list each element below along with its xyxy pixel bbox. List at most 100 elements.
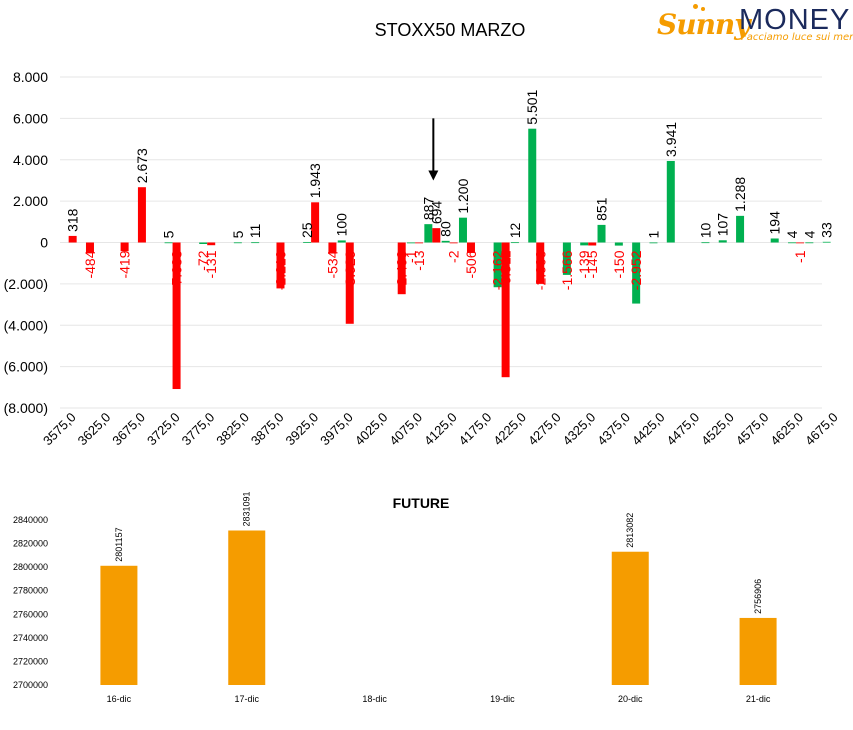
x-tick-label: 4225,0 — [490, 410, 529, 449]
bar — [233, 242, 242, 244]
arrow-head — [428, 170, 439, 181]
bar-value-label: 10 — [697, 223, 713, 239]
bar-value-label: 318 — [65, 208, 81, 232]
bar-value-label: -150 — [611, 250, 627, 278]
bar — [770, 238, 779, 243]
future-x-tick-label: 18-dic — [362, 694, 387, 704]
bar — [597, 224, 606, 243]
x-tick-label: 4525,0 — [698, 410, 737, 449]
x-tick-label: 4325,0 — [560, 410, 599, 449]
future-y-tick-label: 2720000 — [13, 656, 48, 666]
bar-value-label: -2.952 — [628, 250, 644, 290]
logo-sun-dot — [701, 7, 705, 11]
y-tick-label: 8.000 — [13, 69, 48, 85]
bar — [164, 242, 173, 244]
x-tick-label: 4375,0 — [594, 410, 633, 449]
future-y-tick-label: 2800000 — [13, 562, 48, 572]
future-bar-value-label: 2801157 — [114, 527, 124, 561]
bar-value-label: 25 — [299, 222, 315, 238]
x-tick-label: 4475,0 — [664, 410, 703, 449]
bar — [415, 242, 424, 244]
future-bar-value-label: 2831091 — [242, 491, 252, 526]
bar-value-label: 100 — [334, 213, 350, 237]
bar-value-label: 851 — [594, 197, 610, 221]
bar-value-label: -2.162 — [490, 250, 506, 290]
logo-sunny-text: Sunny — [657, 8, 751, 41]
bar-value-label: 1.288 — [732, 177, 748, 212]
bar-value-label: -2.000 — [532, 250, 548, 290]
bar — [449, 242, 458, 244]
bar-value-label: 11 — [247, 224, 263, 239]
bar-value-label: -145 — [584, 250, 600, 278]
bar — [528, 128, 537, 243]
bar — [666, 160, 675, 243]
future-x-tick-label: 19-dic — [490, 694, 515, 704]
bar — [562, 242, 571, 275]
bar — [822, 241, 831, 243]
bar-value-label: 1.200 — [455, 178, 471, 213]
bar-value-label: 1.943 — [307, 163, 323, 198]
logo-sun-dot — [693, 4, 698, 9]
y-tick-label: 6.000 — [13, 110, 48, 126]
bar-value-label: 5.501 — [524, 89, 540, 124]
x-tick-label: 4625,0 — [767, 410, 806, 449]
bar-value-label: -2.499 — [394, 250, 410, 290]
bar — [580, 242, 589, 246]
bar — [345, 242, 354, 324]
x-tick-label: 4025,0 — [352, 410, 391, 449]
x-tick-label: 4275,0 — [525, 410, 564, 449]
bar — [466, 242, 475, 253]
logo-tagline: Facciamo luce sui mercati — [741, 32, 853, 43]
future-chart-title: FUTURE — [393, 495, 450, 511]
future-y-tick-label: 2740000 — [13, 633, 48, 643]
y-tick-label: (6.000) — [4, 359, 48, 375]
bar — [632, 242, 641, 304]
bar-value-label: -1 — [403, 250, 419, 263]
bar-value-label: 5 — [161, 230, 177, 238]
future-y-tick-label: 2780000 — [13, 586, 48, 596]
bar-value-label: 694 — [428, 201, 444, 225]
x-tick-label: 4075,0 — [386, 410, 425, 449]
future-y-tick-label: 2760000 — [13, 609, 48, 619]
bar-value-label: -3.929 — [342, 250, 358, 290]
bar — [614, 242, 623, 246]
future-bar-value-label: 2756906 — [753, 579, 763, 614]
bar-value-label: -534 — [324, 250, 340, 278]
bar — [120, 242, 129, 252]
bar — [718, 240, 727, 243]
future-bar — [739, 617, 777, 685]
bar — [536, 242, 545, 284]
chart-title: STOXX50 MARZO — [375, 20, 526, 40]
bar — [397, 242, 406, 295]
future-bars — [100, 530, 777, 685]
bar-value-label: 80 — [438, 221, 454, 237]
bar-value-label: 3.941 — [663, 122, 679, 157]
down-arrow-marker — [428, 118, 439, 181]
future-x-axis: 16-dic 17-dic 18-dic 19-dic 20-dic 21-dic — [107, 694, 771, 704]
bar — [493, 242, 502, 288]
future-bar — [100, 565, 138, 685]
bar — [701, 242, 710, 244]
bar — [407, 242, 416, 244]
bar — [441, 240, 450, 243]
bar-value-label: 33 — [819, 222, 835, 238]
bar-value-label: -139 — [576, 250, 592, 278]
future-data-labels: 2801157 2831091 2813082 2756906 — [114, 491, 763, 613]
bar-value-label: 1 — [645, 230, 661, 238]
future-y-axis: 2840000 2820000 2800000 2780000 2760000 27400… — [13, 515, 48, 690]
bar-value-label: -2.219 — [272, 250, 288, 290]
future-bar-value-label: 2813082 — [625, 513, 635, 548]
grid-lines — [60, 76, 822, 409]
bar — [424, 224, 433, 243]
future-y-tick-label: 2820000 — [13, 539, 48, 549]
x-tick-label: 3925,0 — [283, 410, 322, 449]
bar-value-label: -1.566 — [559, 250, 575, 290]
x-tick-label: 3625,0 — [75, 410, 114, 449]
y-tick-label: 0 — [40, 235, 48, 251]
x-tick-label: 3675,0 — [109, 410, 148, 449]
bar — [68, 235, 77, 243]
bar — [432, 228, 441, 243]
bar — [501, 242, 510, 378]
future-x-tick-label: 17-dic — [234, 694, 259, 704]
bar-value-label: -131 — [203, 250, 219, 278]
